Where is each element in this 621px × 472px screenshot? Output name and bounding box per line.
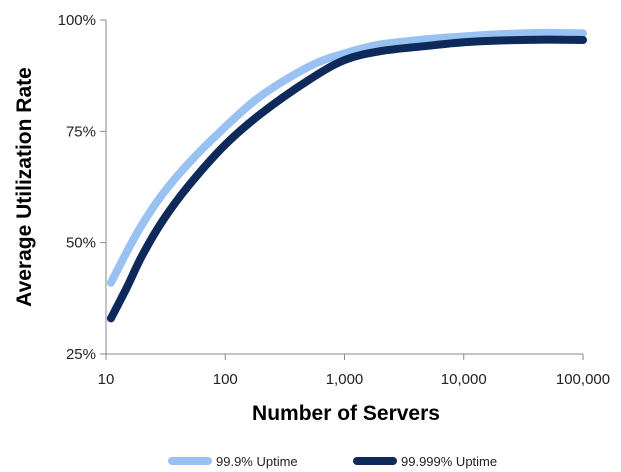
series-line-2 <box>106 35 587 323</box>
x-tick-label: 10 <box>98 371 115 388</box>
y-axis-title: Average Utilization Rate <box>13 67 36 307</box>
legend: 99.9% Uptime 99.999% Uptime <box>168 454 497 469</box>
x-tick-label: 100,000 <box>556 371 610 388</box>
x-tick-label: 10,000 <box>441 371 487 388</box>
y-tick-label: 25% <box>66 346 96 363</box>
x-tick-label: 1,000 <box>326 371 364 388</box>
axes <box>100 19 584 360</box>
y-tick-label: 50% <box>66 235 96 252</box>
x-axis-title: Number of Servers <box>252 402 440 425</box>
y-tick-label: 75% <box>66 123 96 140</box>
y-tick-label: 100% <box>58 12 96 29</box>
series-line-1 <box>106 28 587 287</box>
legend-label-2: 99.999% Uptime <box>401 454 497 469</box>
x-tick-label: 100 <box>213 371 238 388</box>
legend-label-1: 99.9% Uptime <box>216 454 298 469</box>
series-layer <box>106 28 587 323</box>
tick-labels: 25% 50% 75% 100% 10 100 1,000 10,000 100,000 <box>58 12 610 388</box>
